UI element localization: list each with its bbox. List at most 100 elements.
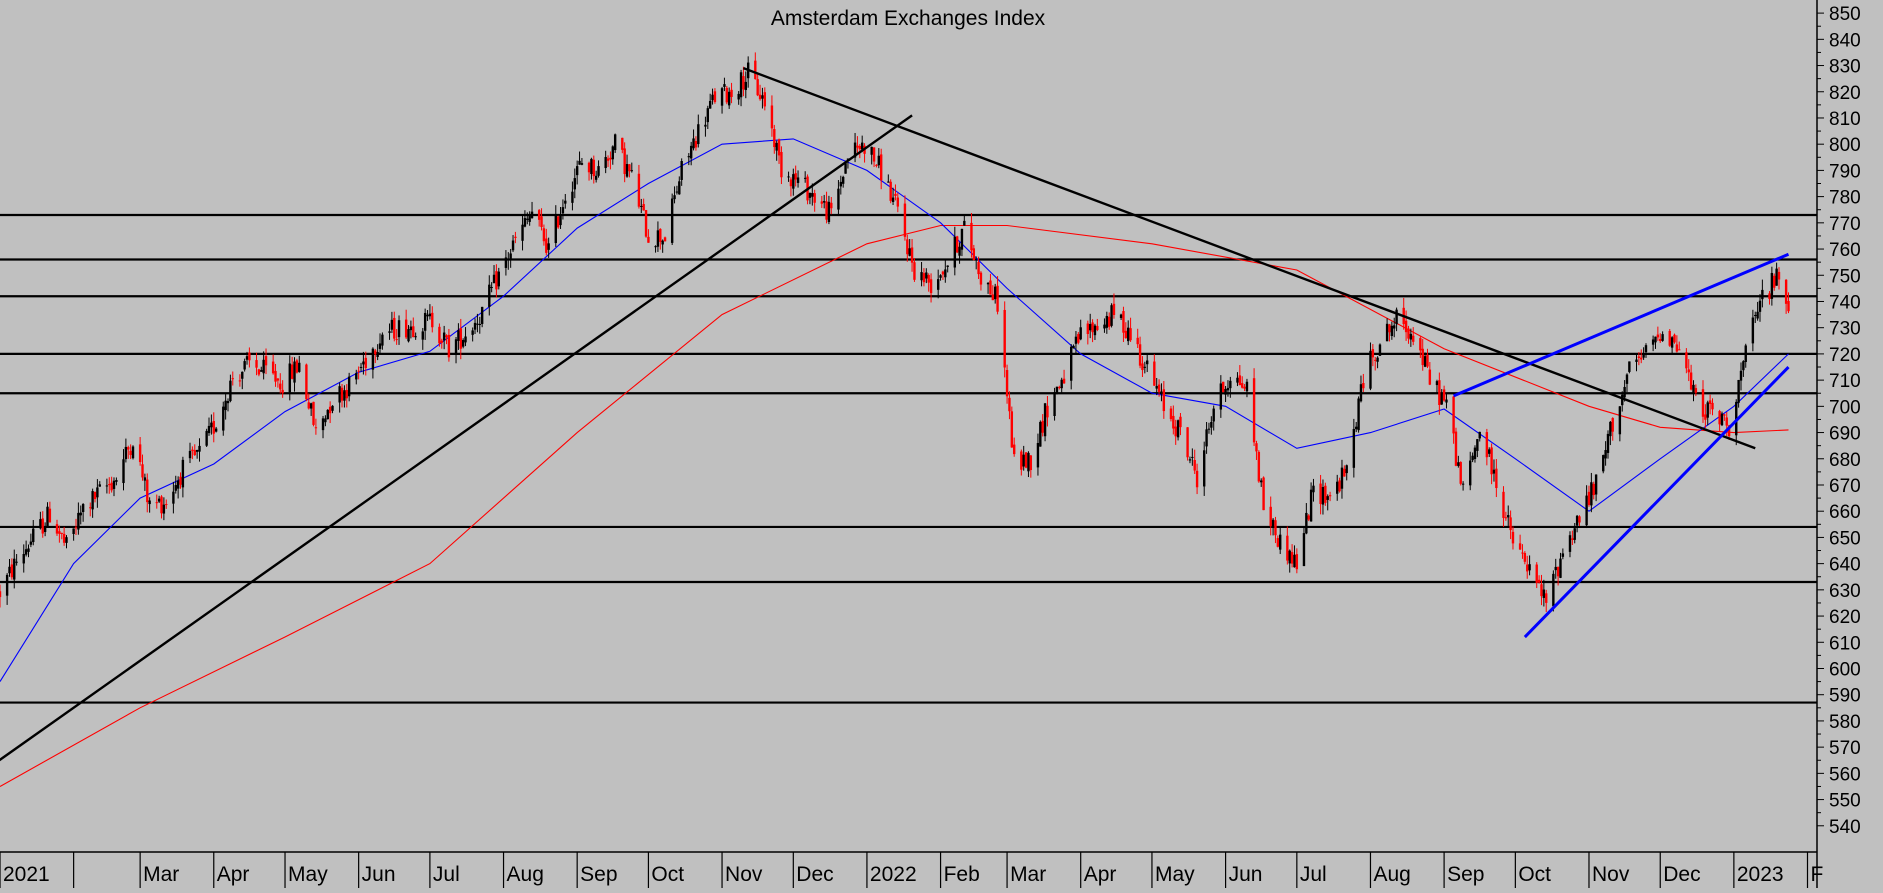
candle-body-204 [678, 181, 681, 195]
candle-body-245 [813, 193, 816, 203]
candle-body-469 [1559, 558, 1562, 578]
candle-body-2 [8, 566, 11, 574]
candle-body-20 [65, 537, 68, 543]
x-tick-label-19: Aug [1373, 863, 1410, 886]
candle-body-109 [362, 361, 365, 365]
candle-body-321 [1069, 346, 1073, 381]
candle-body-71 [238, 380, 242, 382]
candle-body-340 [1129, 328, 1132, 341]
candle-body-457 [1521, 552, 1524, 554]
candle-body-101 [338, 386, 341, 403]
candle-body-381 [1269, 506, 1272, 527]
candle-body-147 [490, 287, 493, 289]
candle-body-36 [122, 459, 125, 484]
candle-body-534 [1775, 268, 1778, 286]
x-tick-label-23: Dec [1663, 863, 1700, 886]
y-tick-label-820: 820 [1829, 83, 1861, 104]
candle-body-511 [1701, 389, 1705, 417]
candle-body-303 [1008, 397, 1011, 412]
candle-body-505 [1678, 349, 1681, 351]
x-tick-label-20: Sep [1447, 863, 1484, 886]
candle-body-144 [478, 323, 481, 326]
candle-body-209 [694, 141, 698, 148]
candle-body-53 [176, 480, 180, 489]
candle-body-175 [580, 163, 584, 165]
candle-body-509 [1692, 384, 1695, 393]
candle-body-364 [1210, 422, 1213, 428]
candle-body-357 [1188, 459, 1192, 461]
candle-body-346 [1153, 361, 1156, 386]
candle-body-192 [640, 205, 643, 207]
candle-body-79 [262, 359, 265, 374]
candle-body-425 [1412, 335, 1415, 342]
candle-body-202 [673, 195, 676, 200]
y-tick-label-750: 750 [1829, 266, 1861, 287]
candle-body-517 [1720, 413, 1724, 426]
candle-body-461 [1535, 564, 1538, 583]
candle-body-206 [687, 156, 690, 158]
candle-body-115 [381, 334, 384, 346]
candle-body-95 [314, 427, 318, 429]
candle-body-121 [404, 319, 408, 338]
candle-body-173 [575, 166, 579, 176]
candle-body-162 [540, 216, 543, 228]
candle-body-466 [1552, 573, 1555, 607]
candle-body-250 [830, 202, 833, 209]
candle-body-127 [423, 312, 427, 331]
candle-body-243 [808, 192, 812, 198]
y-tick-label-620: 620 [1829, 607, 1861, 628]
candle-body-241 [803, 177, 807, 179]
y-tick-label-800: 800 [1829, 135, 1861, 156]
candle-body-384 [1276, 538, 1280, 547]
candle-body-391 [1302, 533, 1306, 567]
candle-body-405 [1345, 465, 1348, 474]
candle-body-179 [594, 175, 598, 180]
x-tick-label-25: F [1810, 863, 1823, 886]
candle-body-325 [1079, 327, 1082, 340]
candle-body-365 [1212, 408, 1215, 422]
candle-body-338 [1124, 330, 1128, 339]
candle-body-181 [604, 157, 607, 169]
candle-body-83 [276, 378, 280, 381]
y-tick-label-640: 640 [1829, 555, 1861, 576]
candle-body-295 [979, 272, 983, 285]
candle-body-472 [1571, 538, 1574, 540]
candle-body-8 [27, 548, 30, 552]
candle-body-467 [1554, 566, 1557, 571]
candle-body-460 [1528, 564, 1531, 571]
candle-body-429 [1426, 354, 1429, 367]
candle-body-343 [1141, 363, 1144, 371]
candle-body-518 [1723, 414, 1726, 416]
candle-body-188 [625, 164, 629, 177]
candle-body-305 [1012, 444, 1016, 455]
candle-body-24 [79, 512, 82, 516]
candle-body-451 [1502, 491, 1505, 518]
candle-body-33 [110, 482, 113, 491]
y-tick-label-760: 760 [1829, 240, 1861, 261]
candle-body-334 [1110, 305, 1113, 326]
y-tick-label-840: 840 [1829, 30, 1861, 51]
candle-body-453 [1507, 515, 1510, 518]
candle-body-300 [996, 285, 999, 312]
candle-body-246 [820, 201, 824, 204]
trendline-1 [743, 67, 1756, 450]
candle-body-66 [222, 406, 225, 431]
candle-body-443 [1473, 447, 1477, 459]
candle-body-312 [1039, 421, 1042, 447]
candle-body-468 [1556, 566, 1560, 577]
candle-body-255 [846, 158, 850, 160]
candle-body-283 [941, 271, 945, 275]
candle-body-487 [1621, 394, 1624, 406]
candle-body-483 [1606, 433, 1610, 453]
candle-body-233 [775, 142, 778, 151]
candle-body-481 [1602, 455, 1605, 472]
candle-body-139 [461, 339, 465, 347]
candle-body-119 [395, 339, 398, 341]
candle-body-408 [1357, 398, 1360, 431]
candle-body-477 [1587, 491, 1591, 505]
candle-body-103 [343, 390, 346, 401]
candle-body-416 [1385, 323, 1389, 342]
candle-body-406 [1352, 429, 1356, 468]
